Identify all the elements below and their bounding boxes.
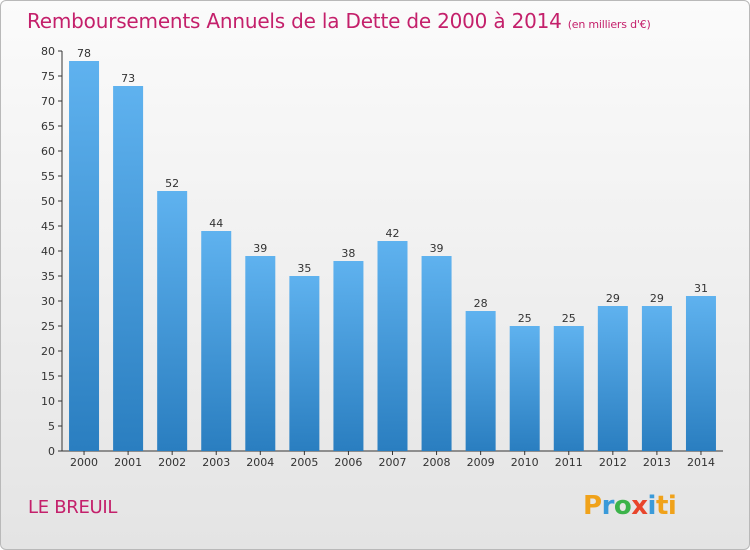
x-tick-label: 2009 [467, 456, 495, 469]
bar [421, 256, 452, 451]
y-tick-label: 55 [41, 170, 55, 183]
logo-letter: i [667, 491, 677, 521]
y-tick-label: 5 [48, 420, 55, 433]
bar [377, 241, 408, 451]
x-tick-label: 2008 [423, 456, 451, 469]
bar [685, 296, 716, 451]
bar [245, 256, 276, 451]
bars [69, 61, 716, 451]
x-tick-label: 2010 [511, 456, 539, 469]
y-tick-label: 80 [41, 45, 55, 58]
bar-value-label: 44 [209, 217, 223, 230]
logo-letter: x [631, 491, 648, 521]
bar-value-label: 25 [562, 312, 576, 325]
bar [201, 231, 232, 451]
bar-value-label: 31 [694, 282, 708, 295]
y-axis: 0 5 10 15 20 25 30 35 40 45 50 55 60 65 70 75 80 [41, 45, 63, 458]
bar-value-label: 25 [518, 312, 532, 325]
bar [113, 86, 144, 451]
commune-name: LE BREUIL [28, 497, 118, 518]
y-tick-label: 40 [41, 245, 55, 258]
x-tick-label: 2014 [687, 456, 715, 469]
bar [289, 276, 320, 451]
y-tick-label: 65 [41, 120, 55, 133]
y-tick-label: 15 [41, 370, 55, 383]
x-tick-label: 2007 [379, 456, 407, 469]
logo-letter: o [613, 491, 632, 521]
x-tick-label: 2013 [643, 456, 671, 469]
y-tick-label: 10 [41, 395, 55, 408]
y-tick-label: 30 [41, 295, 55, 308]
logo-letter: t [655, 491, 668, 521]
y-tick-label: 75 [41, 70, 55, 83]
bar-value-label: 73 [121, 72, 135, 85]
bar [333, 261, 364, 451]
x-tick-label: 2005 [290, 456, 318, 469]
bar-value-label: 39 [430, 242, 444, 255]
chart-unit: (en milliers d'€) [567, 18, 651, 31]
y-tick-label: 0 [48, 445, 55, 458]
x-tick-label: 2003 [202, 456, 230, 469]
logo-letter: r [601, 491, 615, 521]
bar-value-label: 38 [341, 247, 355, 260]
chart-title: Remboursements Annuels de la Dette de 20… [27, 9, 651, 33]
bar [69, 61, 100, 451]
x-tick-label: 2006 [334, 456, 362, 469]
y-tick-label: 25 [41, 320, 55, 333]
y-tick-label: 20 [41, 345, 55, 358]
bar [597, 306, 628, 451]
x-tick-label: 2002 [158, 456, 186, 469]
y-tick-label: 45 [41, 220, 55, 233]
bar [509, 326, 540, 451]
x-tick-label: 2012 [599, 456, 627, 469]
bar-value-label: 29 [650, 292, 664, 305]
x-tick-label: 2000 [70, 456, 98, 469]
logo-letter: P [583, 491, 602, 521]
y-tick-label: 50 [41, 195, 55, 208]
x-tick-label: 2011 [555, 456, 583, 469]
y-tick-label: 60 [41, 145, 55, 158]
bar [465, 311, 496, 451]
bar-value-label: 39 [253, 242, 267, 255]
x-tick-label: 2001 [114, 456, 142, 469]
bar [641, 306, 672, 451]
bar [157, 191, 188, 451]
data-labels: 78 73 52 44 39 35 38 42 39 28 25 25 29 29 31 [77, 47, 708, 325]
bar-value-label: 78 [77, 47, 91, 60]
bar-value-label: 42 [386, 227, 400, 240]
bar-value-label: 29 [606, 292, 620, 305]
y-tick-label: 35 [41, 270, 55, 283]
bar-value-label: 35 [297, 262, 311, 275]
x-axis: 2000 2001 2002 2003 2004 2005 2006 2007 2008 2009… [62, 450, 723, 469]
chart-title-text: Remboursements Annuels de la Dette de 20… [27, 9, 562, 33]
x-tick-label: 2004 [246, 456, 274, 469]
bar-value-label: 28 [474, 297, 488, 310]
y-tick-label: 70 [41, 95, 55, 108]
proxiti-logo[interactable]: Proxiti [583, 491, 677, 521]
logo-letter: i [647, 491, 657, 521]
bar [553, 326, 584, 451]
bar-value-label: 52 [165, 177, 179, 190]
